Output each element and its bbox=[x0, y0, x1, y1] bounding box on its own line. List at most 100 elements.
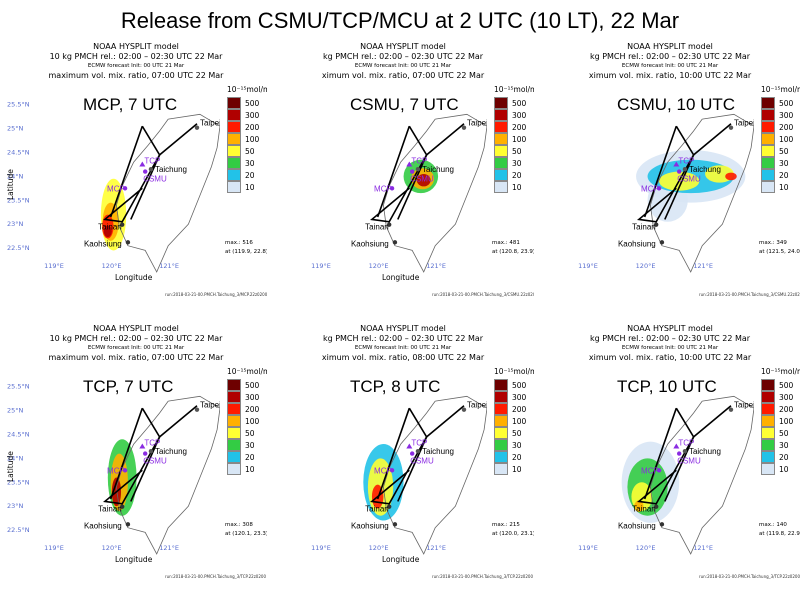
colorbar-swatch bbox=[761, 427, 775, 439]
lon-tick-label: 119°E bbox=[578, 262, 598, 270]
lat-tick-label: 24.5°N bbox=[7, 431, 30, 439]
sector-line bbox=[664, 154, 695, 220]
site-label-taichung: Taichung bbox=[155, 165, 187, 174]
colorbar bbox=[494, 379, 508, 475]
max-location: at (120.1, 23.3) bbox=[225, 531, 267, 537]
colorbar-swatch bbox=[761, 169, 775, 181]
site-label-tcp: TCP bbox=[411, 156, 427, 165]
colorbar-title: 10⁻¹⁵mol/mol bbox=[494, 367, 534, 376]
colorbar-swatch bbox=[761, 415, 775, 427]
colorbar-swatch bbox=[227, 463, 241, 475]
colorbar-level-label: 30 bbox=[512, 441, 522, 450]
panel-header-line1: NOAA HYSPLIT model bbox=[93, 324, 179, 333]
colorbar-swatch bbox=[761, 451, 775, 463]
panel-mcp-7: NOAA HYSPLIT model 10 kg PMCH rel.: 02:00… bbox=[5, 40, 267, 300]
colorbar-swatch bbox=[761, 121, 775, 133]
panel-header-line3: ECMW forecast Init: 00 UTC 21 Mar bbox=[621, 63, 719, 69]
colorbar-level-label: 10 bbox=[512, 183, 522, 192]
y-axis-label: Latitude bbox=[6, 169, 15, 200]
site-marker-csmu bbox=[410, 169, 415, 174]
colorbar-level-label: 100 bbox=[779, 417, 794, 426]
x-axis-label: Longitude bbox=[382, 273, 420, 282]
panel-header-line2: kg PMCH rel.: 02:00 – 02:30 UTC 22 Mar bbox=[589, 52, 751, 61]
lon-tick-label: 121°E bbox=[693, 262, 713, 270]
colorbar-swatch bbox=[494, 169, 508, 181]
site-label-mcp: MCP bbox=[374, 466, 392, 475]
colorbar-level-label: 20 bbox=[512, 453, 522, 462]
colorbar-level-label: 30 bbox=[245, 441, 255, 450]
colorbar-swatch bbox=[494, 415, 508, 427]
site-marker-mcp bbox=[656, 186, 662, 191]
site-marker-tainan bbox=[119, 222, 125, 227]
colorbar-level-label: 100 bbox=[512, 135, 527, 144]
lon-tick-label: 119°E bbox=[578, 544, 598, 552]
x-axis-label: Longitude bbox=[382, 555, 420, 564]
sector-line bbox=[636, 436, 695, 505]
site-label-csmu: CSMU bbox=[677, 175, 701, 184]
site-marker-tainan bbox=[386, 504, 392, 509]
colorbar-level-label: 10 bbox=[779, 465, 789, 474]
site-label-taipei: Taipei bbox=[200, 119, 220, 128]
site-label-mcp: MCP bbox=[641, 184, 659, 193]
panel-label: TCP, 10 UTC bbox=[617, 377, 717, 396]
colorbar-level-label: 30 bbox=[245, 159, 255, 168]
site-label-tainan: Tainan bbox=[632, 223, 656, 232]
colorbar-level-label: 200 bbox=[512, 123, 527, 132]
site-marker-tcp bbox=[673, 443, 680, 449]
site-marker-taipei bbox=[728, 407, 734, 412]
panel-label: TCP, 8 UTC bbox=[350, 377, 440, 396]
panel-tcp-10: NOAA HYSPLIT model kg PMCH rel.: 02:00 – … bbox=[539, 322, 800, 582]
lon-tick-label: 121°E bbox=[159, 262, 179, 270]
lon-tick-label: 120°E bbox=[369, 544, 389, 552]
colorbar-swatch bbox=[761, 181, 775, 193]
max-value: max.: 308 bbox=[225, 522, 253, 528]
colorbar bbox=[761, 97, 775, 193]
colorbar-level-label: 50 bbox=[245, 429, 255, 438]
run-info: run:2018-03-21-00.PMCH.Taichung_3/CSMU.2… bbox=[699, 292, 800, 297]
lon-tick-label: 120°E bbox=[369, 262, 389, 270]
coastline bbox=[115, 395, 220, 555]
site-marker-tainan bbox=[119, 504, 125, 509]
site-marker-kaohsiung bbox=[659, 240, 665, 245]
sector-line bbox=[130, 436, 161, 502]
panel-header-line3: ECMW forecast Init: 00 UTC 21 Mar bbox=[621, 345, 719, 351]
colorbar-swatch bbox=[494, 145, 508, 157]
colorbar-level-label: 200 bbox=[779, 123, 794, 132]
site-label-taichung: Taichung bbox=[689, 447, 721, 456]
lat-tick-label: 25.5°N bbox=[7, 101, 30, 109]
panel-tcp-7: NOAA HYSPLIT model 10 kg PMCH rel.: 02:00… bbox=[5, 322, 267, 582]
site-label-csmu: CSMU bbox=[410, 457, 434, 466]
site-label-tainan: Tainan bbox=[365, 223, 389, 232]
lat-tick-label: 22.5°N bbox=[7, 244, 30, 252]
site-label-taichung: Taichung bbox=[689, 165, 721, 174]
colorbar bbox=[227, 97, 241, 193]
max-value: max.: 215 bbox=[492, 522, 520, 528]
colorbar-swatch bbox=[227, 121, 241, 133]
site-label-kaohsiung: Kaohsiung bbox=[84, 239, 122, 248]
sector-line bbox=[141, 123, 198, 157]
colorbar-swatch bbox=[227, 391, 241, 403]
site-label-mcp: MCP bbox=[374, 184, 392, 193]
colorbar-level-label: 500 bbox=[779, 381, 794, 390]
panel-header-line4: ximum vol. mix. ratio, 07:00 UTC 22 Mar bbox=[321, 71, 485, 80]
site-marker-tcp bbox=[406, 161, 413, 167]
colorbar-level-label: 50 bbox=[245, 147, 255, 156]
site-marker-mcp bbox=[656, 468, 662, 473]
site-marker-taichung bbox=[682, 449, 688, 454]
colorbar-level-label: 300 bbox=[512, 111, 527, 120]
site-marker-taipei bbox=[728, 125, 734, 130]
site-marker-mcp bbox=[122, 186, 128, 191]
sector-line bbox=[109, 125, 144, 218]
site-label-taipei: Taipei bbox=[734, 119, 754, 128]
lon-tick-label: 120°E bbox=[636, 262, 656, 270]
site-marker-tcp bbox=[673, 161, 680, 167]
colorbar bbox=[494, 97, 508, 193]
colorbar-swatch bbox=[761, 145, 775, 157]
colorbar-level-label: 500 bbox=[245, 381, 260, 390]
colorbar-title: 10⁻¹⁵mol/mol bbox=[227, 367, 267, 376]
lon-tick-label: 120°E bbox=[102, 262, 122, 270]
panel-label: CSMU, 10 UTC bbox=[617, 95, 735, 114]
sector-line bbox=[369, 154, 428, 223]
colorbar-level-label: 500 bbox=[512, 381, 527, 390]
